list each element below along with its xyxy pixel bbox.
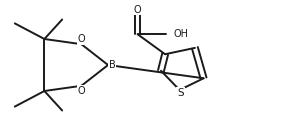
Text: OH: OH [174, 29, 189, 39]
Text: S: S [177, 88, 184, 98]
Text: O: O [78, 86, 85, 96]
Text: B: B [109, 60, 115, 70]
Text: O: O [134, 5, 141, 15]
Text: O: O [78, 34, 85, 44]
